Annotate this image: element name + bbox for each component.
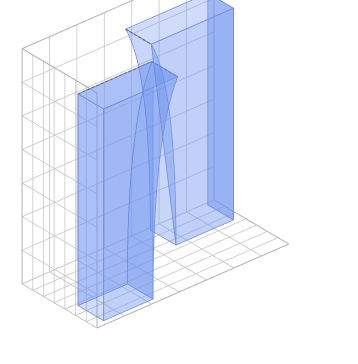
floor-grid-line xyxy=(76,259,153,305)
wall-left-grid-line xyxy=(21,81,98,127)
floor-grid-line xyxy=(75,231,268,316)
wall-right-grid-line xyxy=(21,31,215,117)
floor-grid-line xyxy=(186,211,262,257)
surface-solids xyxy=(77,0,234,322)
floor-grid-line xyxy=(86,237,279,323)
axis-grid xyxy=(21,0,290,329)
wall-left-grid-line xyxy=(21,149,98,194)
wall-right-grid-line xyxy=(21,65,215,150)
wall-right-grid-line xyxy=(21,0,212,83)
floor-grid-line xyxy=(21,199,215,285)
wall-left-grid-line xyxy=(21,115,98,161)
floor-grid-line xyxy=(158,223,235,269)
solid-face-right xyxy=(207,0,234,221)
solid-face-top xyxy=(125,0,234,45)
wall-left-grid-line xyxy=(21,216,98,262)
pane-edge xyxy=(21,48,98,94)
pane-edge xyxy=(21,0,135,50)
floor-grid-line xyxy=(49,271,125,317)
wall-left-grid-line xyxy=(21,283,98,329)
solid-top-rim xyxy=(77,60,178,95)
pane-edge xyxy=(96,243,289,329)
wall-left-grid-line xyxy=(21,182,98,228)
wall-left-grid-line xyxy=(21,249,98,295)
